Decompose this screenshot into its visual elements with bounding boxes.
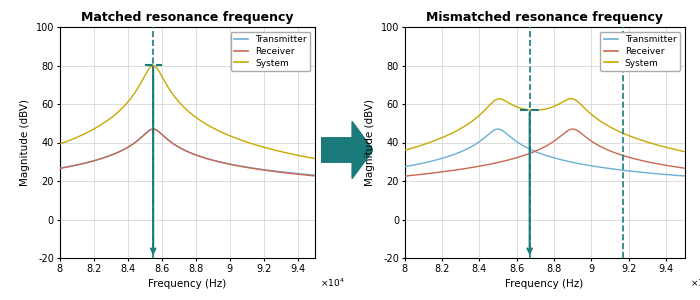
- Title: Matched resonance frequency: Matched resonance frequency: [81, 11, 293, 24]
- Y-axis label: Magnitude (dBV): Magnitude (dBV): [20, 99, 30, 186]
- Legend: Transmitter, Receiver, System: Transmitter, Receiver, System: [231, 32, 311, 71]
- Text: $\times10^4$: $\times10^4$: [320, 277, 345, 289]
- Legend: Transmitter, Receiver, System: Transmitter, Receiver, System: [601, 32, 680, 71]
- Y-axis label: Magnitude (dBV): Magnitude (dBV): [365, 99, 375, 186]
- X-axis label: Frequency (Hz): Frequency (Hz): [505, 279, 584, 289]
- X-axis label: Frequency (Hz): Frequency (Hz): [148, 279, 226, 289]
- Polygon shape: [321, 122, 373, 178]
- Text: $\times10^4$: $\times10^4$: [690, 277, 700, 289]
- Title: Mismatched resonance frequency: Mismatched resonance frequency: [426, 11, 663, 24]
